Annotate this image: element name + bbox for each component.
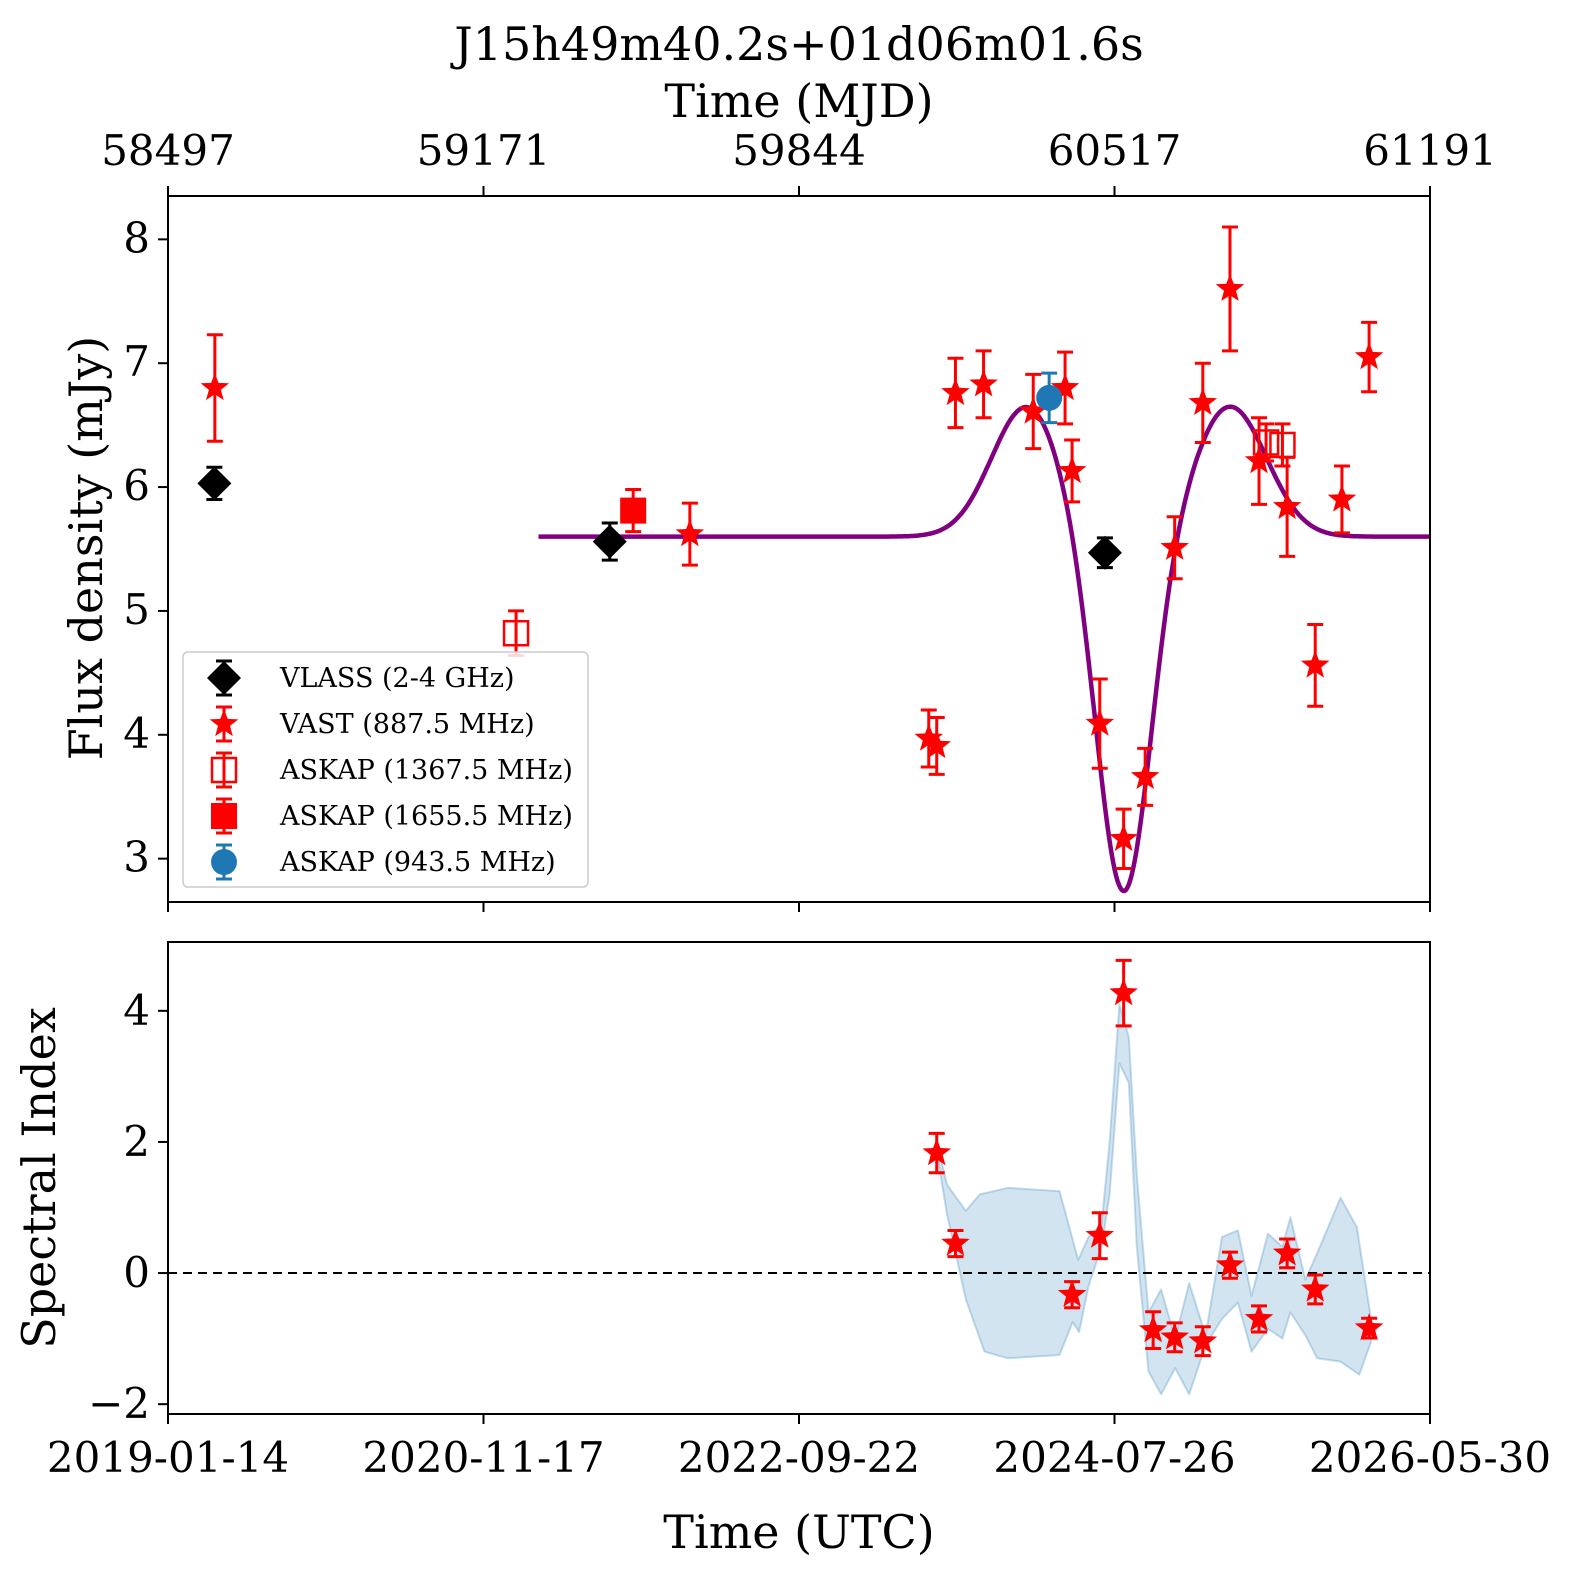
top-panel-frame <box>167 195 1431 903</box>
flux-point-star-8 <box>1057 456 1087 484</box>
top-y-axis-label: Flux density (mJy) <box>59 336 113 760</box>
legend-box <box>182 651 589 888</box>
spectral-index-point-4 <box>1109 978 1138 1006</box>
flux-point-diamond-1 <box>592 524 627 559</box>
top-mjd-tick-label: 60517 <box>1048 126 1182 175</box>
flux-point-star-10 <box>1109 823 1138 851</box>
legend-marker-diamond <box>207 661 241 695</box>
bottom-panel-frame <box>167 941 1431 1415</box>
flux-y-tick-label: 3 <box>123 833 150 882</box>
flux-point-star-16 <box>1272 491 1302 519</box>
flux-point-square-open-1 <box>1252 429 1280 456</box>
flux-point-star-18 <box>1327 484 1357 512</box>
flux-point-star-7 <box>1050 373 1080 401</box>
spectral-index-point-1 <box>941 1228 970 1256</box>
flux-errorbar-2-0 <box>508 609 525 658</box>
flux-point-square-open-2 <box>1269 431 1296 459</box>
flux-point-star-0 <box>200 373 230 401</box>
flux-point-star-9 <box>1085 708 1114 736</box>
bottom-x-axis-label: Time (UTC) <box>663 1505 934 1559</box>
spectral-index-point-11 <box>1301 1274 1330 1302</box>
flux-density-panel: 58497 59171 59844 60517 61191 3 4 5 6 7 8 <box>101 126 1497 912</box>
top-mjd-tick-label: 58497 <box>101 126 235 175</box>
top-mjd-tick-label: 59171 <box>417 126 551 175</box>
chart-title: J15h49m40.2s+01d06m01.6s <box>450 17 1143 71</box>
legend-entry-label: VAST (887.5 MHz) <box>279 709 535 740</box>
model-curve <box>538 404 1430 894</box>
legend-marker-circle <box>211 849 237 875</box>
top-mjd-tick-label: 61191 <box>1363 126 1497 175</box>
flux-point-star-17 <box>1301 650 1330 678</box>
spectral-index-point-10 <box>1272 1238 1302 1266</box>
spectral-index-point-9 <box>1244 1303 1274 1332</box>
utc-x-tick-label: 2024-07-26 <box>993 1433 1235 1482</box>
legend-entry-label: ASKAP (1367.5 MHz) <box>279 755 573 786</box>
spectral-index-point-0 <box>922 1138 951 1166</box>
top-axis-label: Time (MJD) <box>664 74 933 128</box>
index-y-tick-label: 0 <box>123 1248 150 1297</box>
flux-y-tick-label: 8 <box>123 213 150 262</box>
flux-errorbar-2-2 <box>1274 422 1291 468</box>
spectral-index-point-6 <box>1160 1322 1189 1350</box>
flux-point-star-14 <box>1215 273 1245 301</box>
legend-marker-square-open <box>210 756 238 784</box>
flux-point-diamond-0 <box>197 466 232 501</box>
utc-x-tick-label: 2022-09-22 <box>678 1433 920 1482</box>
legend: VLASS (2-4 GHz) VAST (887.5 MHz) ASKAP (13… <box>182 651 589 888</box>
flux-y-tick-label: 5 <box>123 585 150 634</box>
bottom-y-axis-label: Spectral Index <box>12 1007 66 1349</box>
flux-point-star-1 <box>675 519 705 547</box>
flux-y-tick-label: 7 <box>123 337 150 386</box>
utc-x-tick-label: 2019-01-14 <box>47 1433 289 1482</box>
legend-marker-square <box>211 803 237 829</box>
legend-entry-label: ASKAP (943.5 MHz) <box>279 847 556 878</box>
spectral-index-point-7 <box>1188 1326 1218 1354</box>
flux-point-star-2 <box>914 723 943 751</box>
spectral-index-point-3 <box>1085 1220 1114 1248</box>
legend-marker-star <box>209 709 239 737</box>
index-y-tick-label: 2 <box>123 1117 150 1166</box>
spectral-index-panel: 2019-01-14 2020-11-17 2022-09-22 2024-07-26… <box>47 941 1551 1482</box>
flux-point-star-19 <box>1354 342 1384 370</box>
flux-y-tick-label: 4 <box>123 709 150 758</box>
flux-point-star-12 <box>1160 532 1189 560</box>
flux-point-star-5 <box>969 369 998 397</box>
legend-entry-label: ASKAP (1655.5 MHz) <box>279 801 573 832</box>
index-y-tick-label: 4 <box>123 986 150 1035</box>
flux-point-star-4 <box>941 377 970 406</box>
spectral-index-point-8 <box>1215 1250 1245 1278</box>
utc-x-tick-label: 2026-05-30 <box>1309 1433 1551 1482</box>
flux-point-square-open-0 <box>502 619 530 647</box>
flux-point-star-11 <box>1130 761 1160 789</box>
spectral-index-point-12 <box>1354 1313 1384 1341</box>
spectral-index-point-5 <box>1138 1315 1168 1343</box>
spectral-index-point-2 <box>1057 1279 1087 1307</box>
flux-point-star-6 <box>1019 396 1048 424</box>
legend-entry-label: VLASS (2-4 GHz) <box>279 663 515 694</box>
flux-point-diamond-2 <box>1087 535 1122 570</box>
flux-y-tick-label: 6 <box>123 461 150 510</box>
flux-point-circle-0 <box>1036 384 1063 411</box>
top-mjd-tick-label: 59844 <box>732 126 866 175</box>
flux-point-star-13 <box>1188 387 1218 415</box>
flux-point-star-3 <box>922 730 951 759</box>
utc-x-tick-label: 2020-11-17 <box>362 1433 604 1482</box>
flux-point-square-0 <box>620 497 647 524</box>
index-y-tick-label: −2 <box>88 1379 150 1428</box>
